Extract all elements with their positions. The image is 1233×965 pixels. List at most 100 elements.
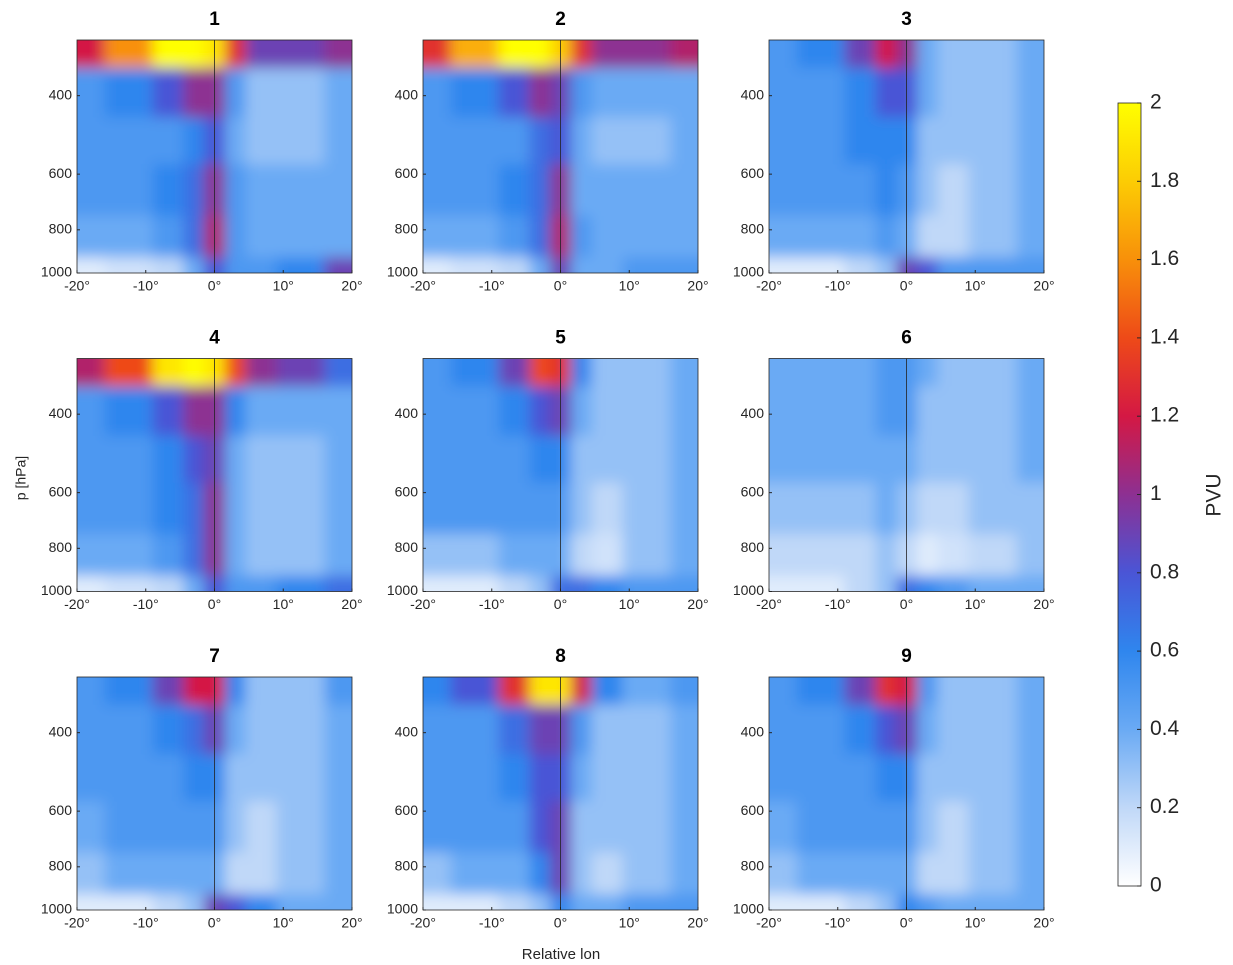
field-cell <box>152 386 185 437</box>
field-cell <box>183 575 205 592</box>
y-tick-label: 800 <box>49 858 73 874</box>
field-cell <box>769 852 797 895</box>
field-cell <box>937 215 969 258</box>
x-tick-label: 10° <box>619 278 640 294</box>
field-cell <box>276 215 325 258</box>
field-cell <box>276 677 325 706</box>
field-cell <box>224 117 246 165</box>
field-cell <box>450 67 500 118</box>
field-cell <box>570 164 592 217</box>
field-cell <box>875 704 897 755</box>
panel <box>77 358 352 592</box>
field-cell <box>937 40 969 69</box>
y-tick-label: 800 <box>395 858 419 874</box>
x-tick-label: -10° <box>825 278 851 294</box>
panel-title: 6 <box>901 328 912 349</box>
panel-title: 2 <box>555 9 566 30</box>
field-cell <box>224 40 246 69</box>
field-cell <box>498 215 531 258</box>
field-cell <box>224 575 246 592</box>
field-cell <box>152 67 185 118</box>
field-cell <box>183 257 205 273</box>
field-cell <box>622 801 671 854</box>
field-cell <box>622 677 671 706</box>
field-cell <box>937 801 969 854</box>
field-cell <box>769 435 797 484</box>
field-cell <box>529 40 551 69</box>
y-tick-label: 1000 <box>387 901 418 917</box>
field-cell <box>591 852 623 895</box>
field-cell <box>450 575 500 592</box>
panel <box>423 40 698 273</box>
field-cell <box>450 852 500 895</box>
field-cell <box>937 754 969 802</box>
field-cell <box>324 801 352 854</box>
field-cell <box>183 677 205 706</box>
field-cell <box>570 754 592 802</box>
x-tick-label: 0° <box>900 278 913 294</box>
x-tick-label: 0° <box>900 596 913 612</box>
field-cell <box>769 894 797 910</box>
field-cell <box>77 894 105 910</box>
field-cell <box>570 435 592 484</box>
field-cell <box>529 754 551 802</box>
field-cell <box>183 482 205 535</box>
field-cell <box>844 257 877 273</box>
field-cell <box>591 575 623 592</box>
field-cell <box>276 358 325 387</box>
field-cell <box>224 164 246 217</box>
field-cell <box>670 852 698 895</box>
field-cell <box>622 358 671 387</box>
field-cell <box>450 117 500 165</box>
field-cell <box>152 40 185 69</box>
field-cell <box>224 754 246 802</box>
field-cell <box>591 894 623 910</box>
field-cell <box>450 894 500 910</box>
field-cell <box>276 257 325 273</box>
y-tick-label: 600 <box>49 802 73 818</box>
field-cell <box>529 575 551 592</box>
field-cell <box>1016 257 1044 273</box>
field-cell <box>423 386 451 437</box>
field-cell <box>875 164 897 217</box>
field-cell <box>77 852 105 895</box>
field-cell <box>529 386 551 437</box>
field-cell <box>875 257 897 273</box>
field-cell <box>796 801 846 854</box>
field-cell <box>529 117 551 165</box>
field-cell <box>324 677 352 706</box>
field-cell <box>875 801 897 854</box>
field-cell <box>570 482 592 535</box>
field-cell <box>77 117 105 165</box>
field-cell <box>104 704 154 755</box>
field-cell <box>529 852 551 895</box>
field-cell <box>769 40 797 69</box>
field-cell <box>875 894 897 910</box>
field-cell <box>450 386 500 437</box>
field-cell <box>152 534 185 577</box>
field-cell <box>916 215 938 258</box>
field-cell <box>622 257 671 273</box>
x-tick-label: -10° <box>133 915 159 931</box>
x-tick-label: 0° <box>208 596 221 612</box>
field-cell <box>916 704 938 755</box>
field-cell <box>769 358 797 387</box>
y-tick-label: 400 <box>741 86 765 102</box>
field-cell <box>183 852 205 895</box>
field-cell <box>591 117 623 165</box>
field-cell <box>570 358 592 387</box>
field-cell <box>245 117 277 165</box>
field-cell <box>769 386 797 437</box>
field-cell <box>916 257 938 273</box>
field-cell <box>423 801 451 854</box>
field-cell <box>570 677 592 706</box>
field-cell <box>916 386 938 437</box>
field-cell <box>670 704 698 755</box>
x-tick-label: 20° <box>687 915 708 931</box>
field-cell <box>276 575 325 592</box>
field-cell <box>796 704 846 755</box>
colorbar-tick-label: 0 <box>1150 874 1162 897</box>
field-cell <box>423 117 451 165</box>
field-cell <box>183 754 205 802</box>
